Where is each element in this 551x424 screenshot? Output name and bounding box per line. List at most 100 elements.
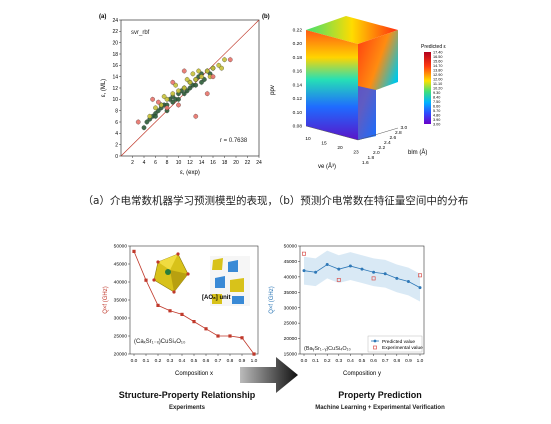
y-axis-label-c: Q×f (GHz) (103, 286, 109, 314)
x-tick-label: 0.0 (301, 358, 308, 364)
data-point (176, 96, 181, 102)
data-point (199, 74, 204, 80)
colorbar-tick-label: 10.20 (433, 86, 443, 90)
experimental-point (418, 273, 422, 278)
y-tick-label: 40000 (284, 274, 298, 280)
data-point (164, 105, 170, 111)
data-point (144, 119, 150, 125)
data-point (325, 263, 329, 267)
x-tick-label: 0.7 (382, 358, 389, 364)
data-point (156, 303, 160, 307)
x-tick-label: 6 (154, 160, 157, 166)
data-point (228, 334, 232, 338)
data-point (161, 94, 167, 99)
x-tick-label: 8 (166, 160, 169, 166)
y-axis-label-d: Q×f (GHz) (269, 286, 275, 314)
data-point (153, 113, 158, 119)
x-tick-label: 18 (222, 160, 228, 166)
data-point (170, 91, 176, 97)
data-point (240, 336, 244, 340)
colorbar (424, 52, 431, 124)
y-tick-label: 14 (112, 74, 118, 80)
z-tick-label: 0.16 (293, 69, 303, 75)
y-tick-label: 45000 (284, 259, 298, 265)
x-tick-label-b: 15 (321, 141, 327, 147)
experimental-point (371, 276, 376, 281)
y-tick-label-b: 1.6 (362, 160, 369, 166)
ao8-unit-label: [AO₈] unit (202, 295, 230, 301)
z-axis-label: ppv (270, 85, 276, 95)
z-tick-label: 0.22 (293, 28, 303, 34)
y-tick-label: 50000 (114, 244, 128, 250)
y-tick-label: 50000 (284, 244, 298, 250)
confidence-band (304, 250, 420, 302)
x-tick-label: 0.4 (179, 358, 186, 364)
feature-space-3d-chart: (b) 0.08 0.10 0.12 0.14 0.16 0.18 0.20 0.22 10 1… (262, 14, 447, 170)
x-tick-label: 10 (176, 160, 182, 166)
y-tick-label-b: 2.0 (373, 150, 380, 156)
colorbar-tick-label: 3.00 (433, 122, 440, 126)
colorbar-tick-label: 13.80 (433, 68, 443, 72)
data-point (204, 327, 208, 331)
x-tick-label-b: 23 (353, 150, 359, 156)
y-tick-label: 25000 (284, 321, 298, 327)
colorbar-tick-label: 12.90 (433, 73, 443, 77)
y-tick-label: 15000 (284, 352, 298, 358)
y-tick-label-b: 3.0 (401, 125, 408, 131)
x-axis-label-d: Composition y (343, 371, 381, 377)
z-tick-label: 0.10 (293, 110, 303, 116)
panel-label-a: (a) (99, 14, 106, 20)
colorbar-tick-label: 7.50 (433, 100, 440, 104)
data-point (184, 77, 190, 82)
data-point (135, 119, 141, 125)
y-tick-label: 20000 (114, 352, 128, 358)
cut-face (358, 86, 376, 140)
y-tick-label: 20000 (284, 336, 298, 342)
parity-scatter-chart: (a) svr_rbf r = 0.7638 ε, (exp) ε, (ML) … (99, 14, 262, 176)
r-annotation: r = 0.7638 (220, 138, 248, 144)
colorbar-tick-label: 14.70 (433, 64, 443, 68)
data-point (150, 96, 155, 102)
x-tick-label: 0.9 (405, 358, 412, 364)
data-point (360, 267, 364, 271)
x-axis-label-b: ve (Å³) (318, 163, 336, 170)
x-tick-label: 1.0 (251, 358, 258, 364)
data-point (176, 88, 181, 94)
data-point (227, 57, 233, 63)
x-tick-label: 0.2 (324, 358, 331, 364)
z-tick-label: 0.18 (293, 55, 303, 61)
x-tick-label: 2 (131, 160, 134, 166)
ca-sr-qf-chart: Q×f (GHz) Composition x (CaₓSr₁₋ₓ)CuSi₄O… (103, 244, 259, 377)
z-tick-label: 0.14 (293, 82, 303, 88)
figure-caption: （a）介电常数机器学习预测模型的表现，（b）预测介电常数在特征量空间中的分布 (82, 195, 469, 207)
data-point (193, 77, 199, 82)
x-tick-label: 4 (143, 160, 146, 166)
y-tick-label: 6 (115, 120, 118, 126)
panel-label-b: (b) (262, 14, 270, 20)
data-point (153, 105, 158, 111)
y-tick-label: 4 (115, 131, 118, 137)
top-face (306, 16, 398, 44)
ba-sr-qf-chart: Q×f (GHz) Composition y (BaᵧSr₁₋ᵧ)CuSi₄O… (269, 244, 425, 377)
colorbar-title: Predicted ε (421, 44, 447, 50)
data-point (210, 74, 216, 80)
y-tick-label: 35000 (114, 298, 128, 304)
y-tick-label: 10 (112, 97, 118, 103)
x-tick-label: 1.0 (417, 358, 424, 364)
legend: Predicted value Experimental value (367, 335, 423, 353)
y-tick-label-b: 2.6 (390, 135, 397, 141)
z-tick-label: 0.20 (293, 41, 303, 47)
x-axis-label: ε, (exp) (180, 170, 200, 176)
data-point (204, 91, 210, 97)
colorbar-tick-label: 8.40 (433, 95, 440, 99)
colorbar-tick-label: 4.80 (433, 113, 440, 117)
x-tick-label: 0.1 (143, 358, 150, 364)
data-point (164, 96, 170, 102)
x-tick-label-b: 10 (305, 136, 311, 142)
y-axis-label: ε, (ML) (101, 79, 107, 97)
data-point (187, 85, 193, 91)
data-point (176, 102, 181, 108)
colorbar-tick-label: 9.30 (433, 91, 440, 95)
data-point (337, 267, 341, 271)
data-point (193, 82, 199, 88)
